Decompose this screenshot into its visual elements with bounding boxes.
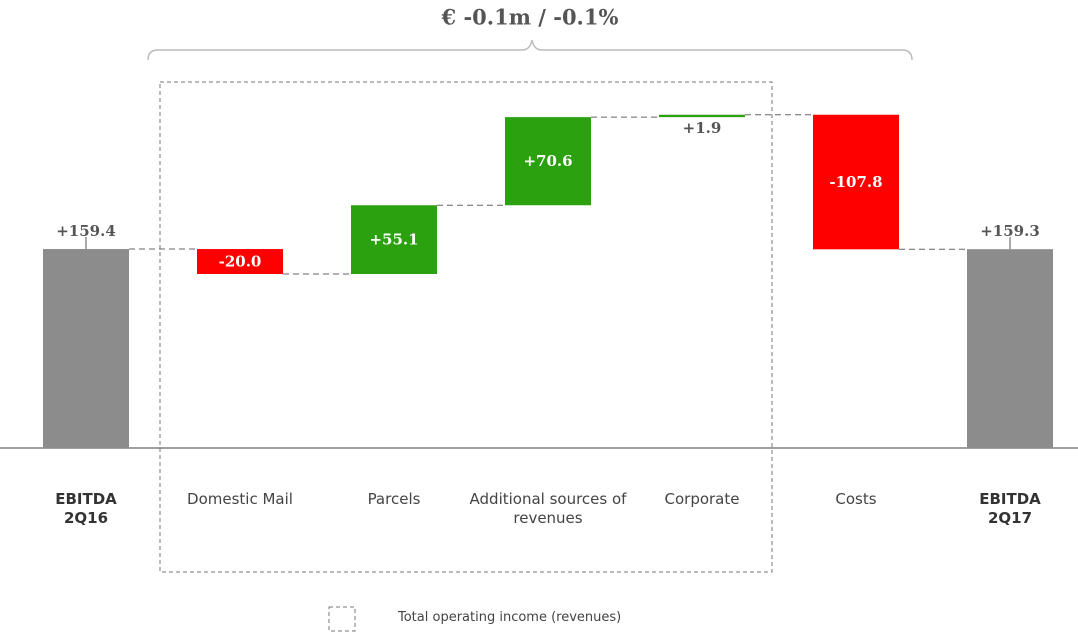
bar: [197, 249, 283, 275]
x-tick-label: Additional sources of revenues: [469, 490, 627, 527]
bar: [967, 249, 1053, 448]
value-label: +1.9: [683, 119, 722, 137]
bar: [813, 114, 899, 250]
brace: [147, 39, 913, 61]
annotation: € -0.1m / -0.1%: [441, 5, 619, 30]
value-label: +159.3: [980, 222, 1040, 240]
legend-label: Total operating income (revenues): [398, 610, 622, 625]
x-tick-label: Domestic Mail: [187, 490, 293, 508]
x-tick-label: EBITDA 2Q17: [979, 490, 1041, 527]
legend-swatch: [328, 606, 356, 632]
bar: [43, 249, 129, 448]
bar: [659, 114, 745, 118]
value-label: +70.6: [523, 152, 572, 170]
group-box: [159, 81, 773, 573]
x-tick-label: Corporate: [664, 490, 740, 508]
x-tick-label: Parcels: [367, 490, 421, 508]
bar: [351, 205, 437, 275]
x-tick-label: EBITDA 2Q16: [55, 490, 117, 527]
value-label: -107.8: [829, 173, 882, 191]
value-label: -20.0: [219, 253, 262, 271]
bar: [505, 117, 591, 206]
value-label: +55.1: [369, 231, 418, 249]
x-tick-label: Costs: [835, 490, 877, 508]
value-label: +159.4: [56, 222, 116, 240]
